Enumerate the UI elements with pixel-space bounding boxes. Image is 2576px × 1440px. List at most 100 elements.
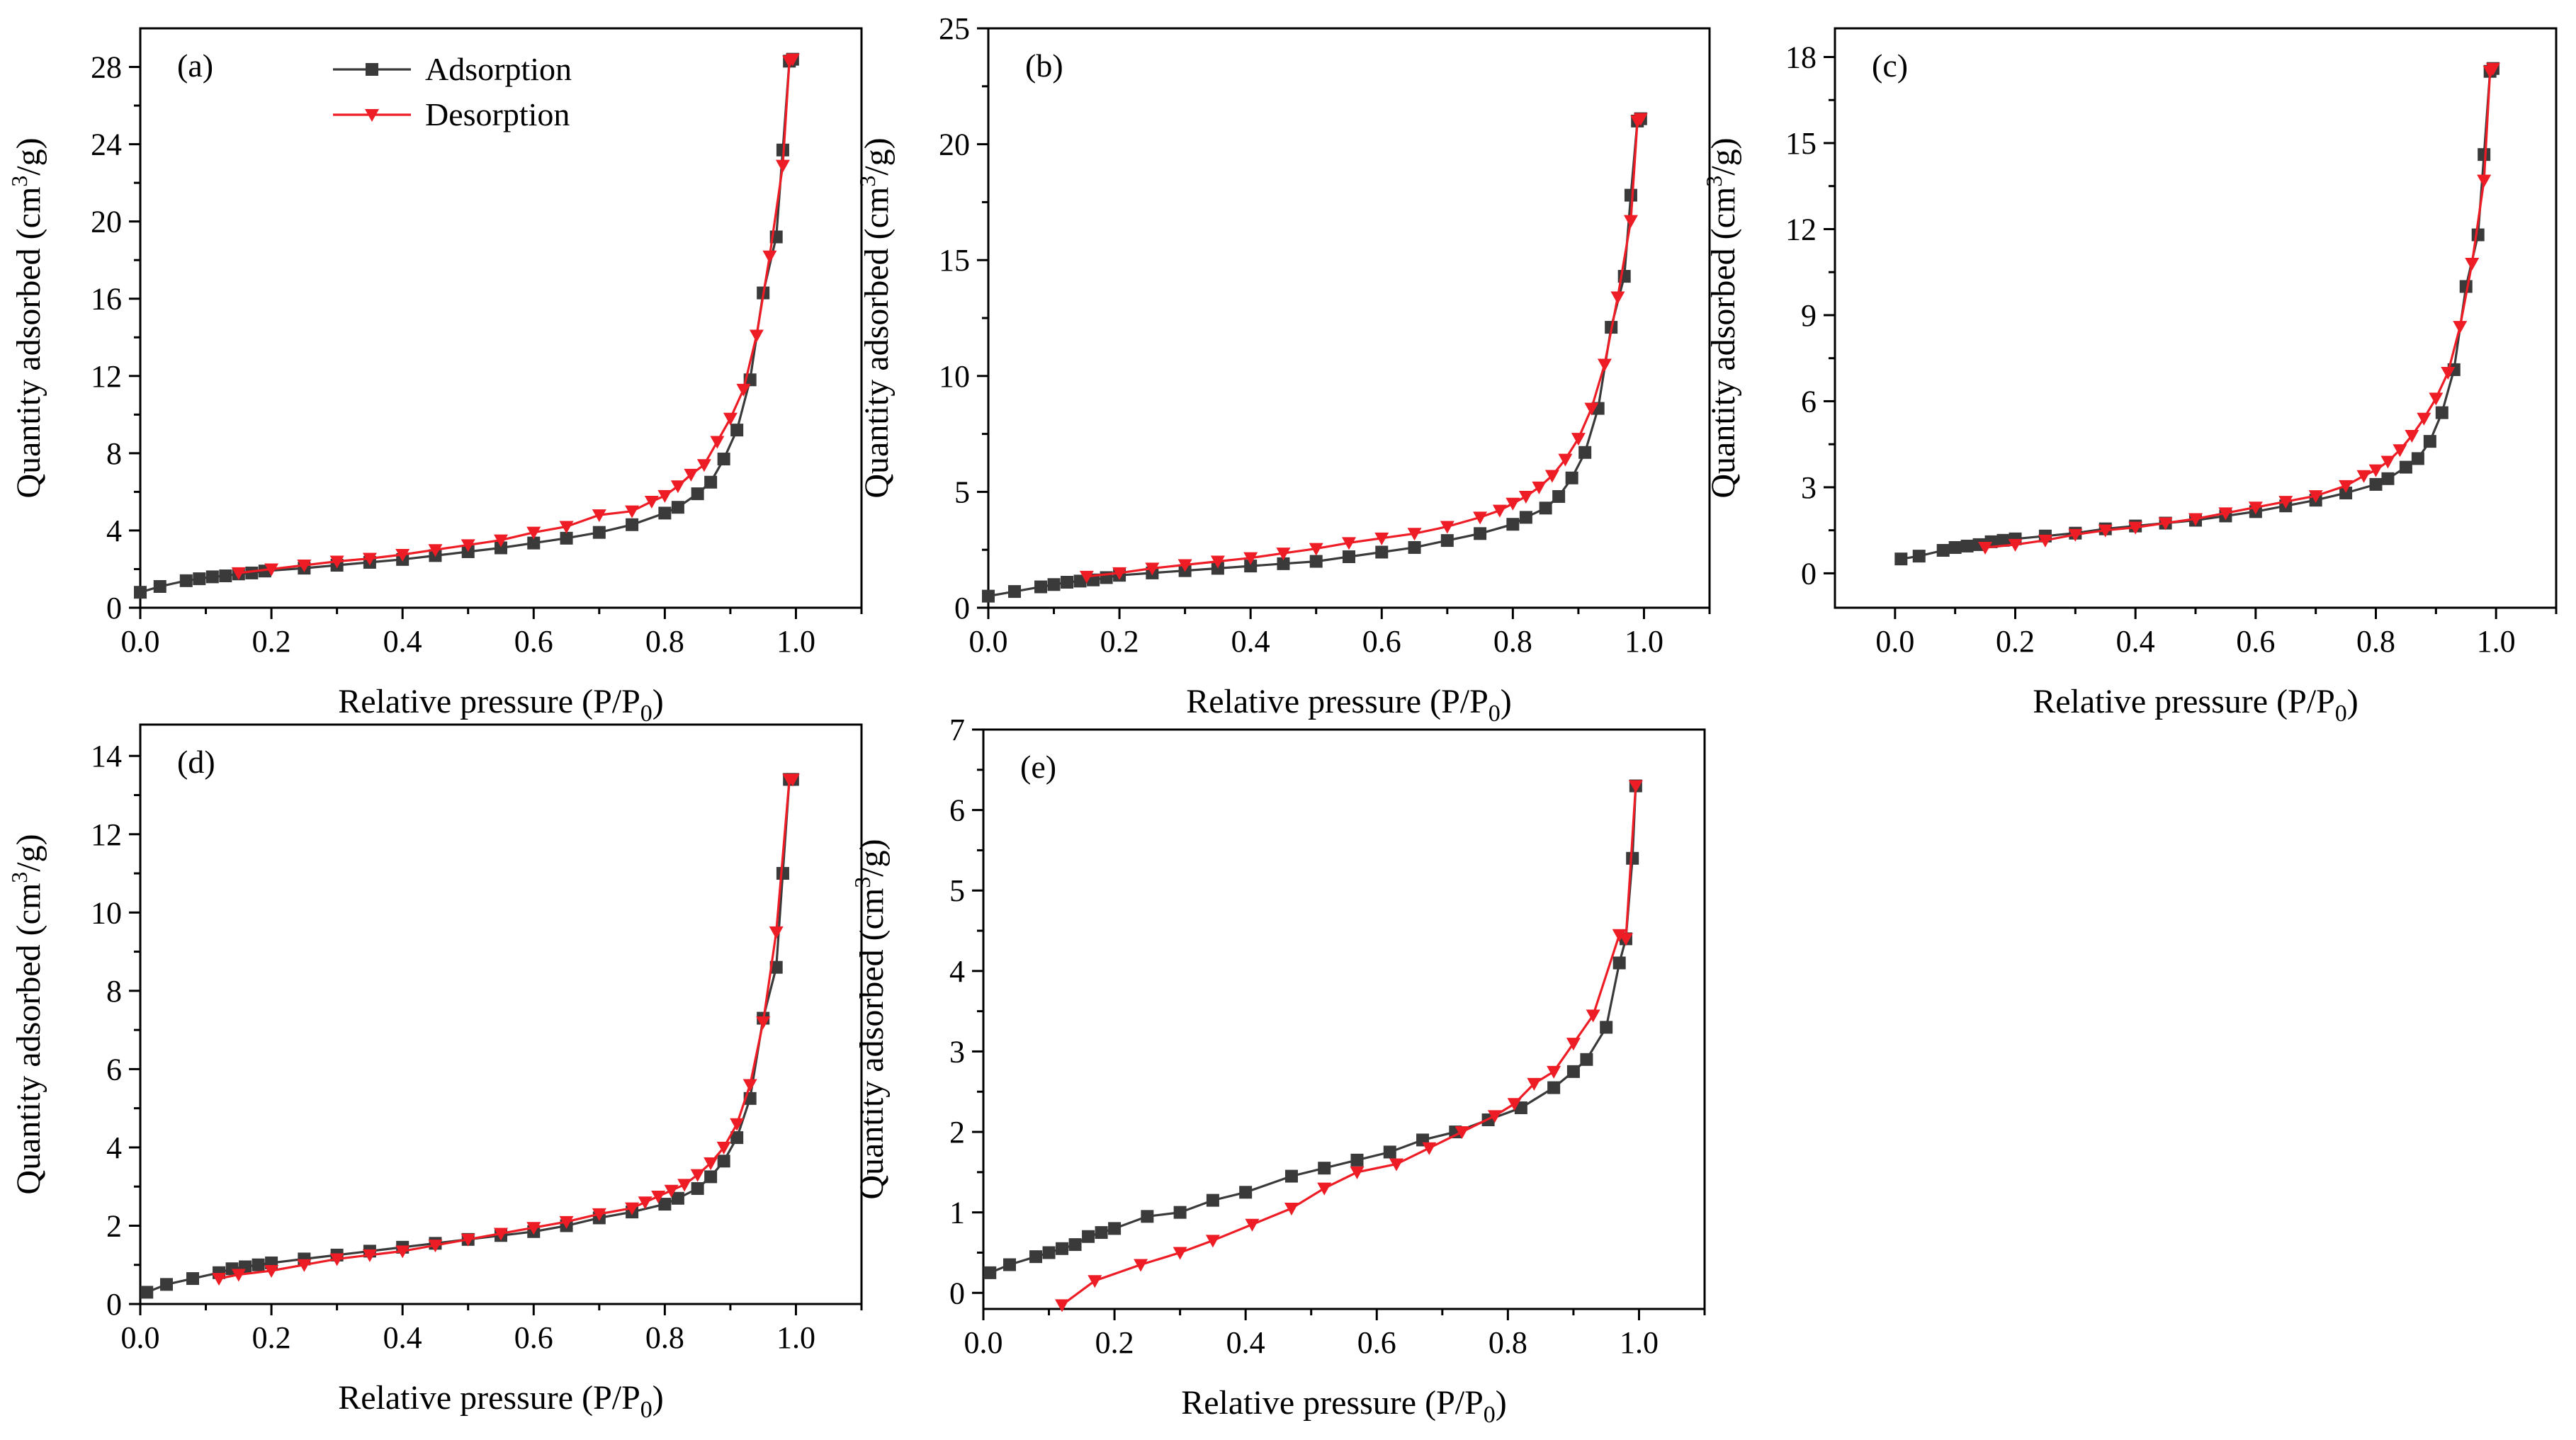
adsorption-point: [1350, 1153, 1364, 1167]
desorption-point: [592, 509, 606, 523]
plot-frame: [139, 27, 863, 609]
desorption-point: [1177, 559, 1192, 572]
adsorption-point: [2411, 452, 2424, 465]
desorption-point: [684, 468, 699, 482]
adsorption-point: [140, 1286, 154, 1299]
adsorption-point: [1318, 1162, 1331, 1175]
desorption-point: [736, 383, 751, 397]
desorption-point: [1055, 1299, 1070, 1313]
desorption-point: [2441, 366, 2456, 380]
adsorption-point: [1173, 1206, 1187, 1219]
adsorption-point: [1578, 446, 1592, 459]
desorption-point: [657, 489, 672, 503]
desorption-point: [1492, 504, 1507, 518]
adsorption-point: [776, 867, 789, 880]
desorption-point: [1544, 470, 1559, 483]
y-tick-label: 5: [949, 873, 965, 908]
desorption-point: [2477, 174, 2492, 188]
adsorption-point: [1056, 1242, 1069, 1255]
legend-desorption-label: Desorption: [425, 96, 570, 132]
adsorption-line: [989, 786, 1637, 1274]
adsorption-point: [1239, 1186, 1253, 1199]
desorption-point: [1374, 532, 1389, 545]
desorption-point: [2339, 480, 2354, 493]
x-tick-label: 1.0: [1625, 624, 1663, 659]
desorption-point: [428, 1240, 443, 1253]
desorption-point: [264, 563, 279, 577]
desorption-point: [696, 459, 711, 472]
desorption-point: [329, 555, 344, 569]
desorption-point: [1487, 1110, 1502, 1123]
desorption-line: [238, 58, 793, 574]
adsorption-point: [1034, 580, 1048, 594]
desorption-point: [231, 1269, 246, 1282]
y-tick-label: 20: [939, 127, 970, 162]
y-tick-label: 1: [949, 1196, 965, 1230]
panel-b: 0.0 0.2 0.4 0.6 0.8 1.0 0 5 10 15 20 25 (b) Relative …: [854, 11, 1711, 727]
adsorption-point: [2339, 487, 2353, 500]
x-tick-label: 0.6: [1362, 624, 1401, 659]
adsorption-point: [1003, 1258, 1017, 1271]
desorption-point: [2248, 501, 2263, 515]
y-tick-label: 12: [1785, 212, 1817, 246]
legend-adsorption-marker: [366, 63, 378, 76]
desorption-point: [231, 567, 246, 580]
adsorption-point: [1309, 555, 1323, 568]
y-tick-label: 6: [106, 1052, 122, 1087]
desorption-point: [559, 521, 574, 534]
desorption-point: [297, 560, 312, 573]
y-tick-label: 16: [91, 282, 122, 317]
y-tick-label: 4: [106, 514, 122, 548]
desorption-point: [1079, 570, 1094, 584]
adsorption-point: [592, 526, 606, 539]
adsorption-point: [1277, 557, 1290, 570]
desorption-point: [2128, 521, 2143, 535]
desorption-point: [395, 549, 410, 562]
adsorption-point: [1948, 540, 1962, 554]
adsorption-point: [2381, 472, 2395, 485]
x-tick-label: 0.8: [1493, 624, 1532, 659]
x-tick-label: 0.8: [1488, 1325, 1527, 1360]
desorption-point: [1284, 1202, 1299, 1215]
desorption-line: [218, 778, 793, 1280]
desorption-point: [264, 1265, 279, 1279]
desorption-point: [1584, 402, 1599, 416]
adsorption-point: [134, 586, 147, 599]
desorption-line: [1984, 67, 2495, 549]
desorption-point: [664, 1184, 679, 1198]
desorption-point: [2038, 534, 2052, 548]
adsorption-point: [1244, 560, 1258, 573]
y-tick-label: 2: [949, 1115, 965, 1150]
desorption-point: [1389, 1158, 1404, 1172]
desorption-point: [1473, 511, 1488, 525]
adsorption-point: [1108, 1222, 1122, 1235]
desorption-point: [644, 496, 659, 509]
adsorption-point: [691, 1181, 704, 1195]
adsorption-point: [1284, 1169, 1298, 1183]
adsorption-line: [988, 118, 1642, 598]
x-tick-label: 0.4: [1226, 1325, 1265, 1360]
desorption-point: [1532, 481, 1547, 494]
x-tick-label: 0.0: [121, 1320, 160, 1355]
y-tick-label: 25: [939, 11, 970, 46]
desorption-point: [625, 505, 640, 518]
adsorption-point: [2399, 460, 2412, 474]
desorption-point: [2417, 412, 2431, 426]
desorption-point: [329, 1253, 344, 1266]
y-tick-label: 0: [106, 591, 122, 625]
y-tick-label: 28: [91, 50, 122, 85]
adsorption-point: [1519, 511, 1532, 524]
x-tick-label: 0.8: [645, 1320, 684, 1355]
x-tick-label: 0.6: [514, 1320, 553, 1355]
x-axis-title: Relative pressure (P/P0): [2033, 683, 2358, 727]
x-tick-label: 0.6: [2236, 624, 2275, 659]
x-axis-title: Relative pressure (P/P0): [338, 1379, 664, 1423]
desorption-point: [461, 539, 475, 552]
desorption-point: [749, 329, 764, 343]
desorption-point: [2380, 455, 2395, 469]
y-axis-title: Quantity adsorbed (cm3/g): [6, 137, 47, 498]
adsorption-point: [1624, 188, 1637, 202]
desorption-point: [1623, 215, 1638, 228]
adsorption-point: [1047, 578, 1061, 591]
desorption-point: [526, 1222, 541, 1235]
